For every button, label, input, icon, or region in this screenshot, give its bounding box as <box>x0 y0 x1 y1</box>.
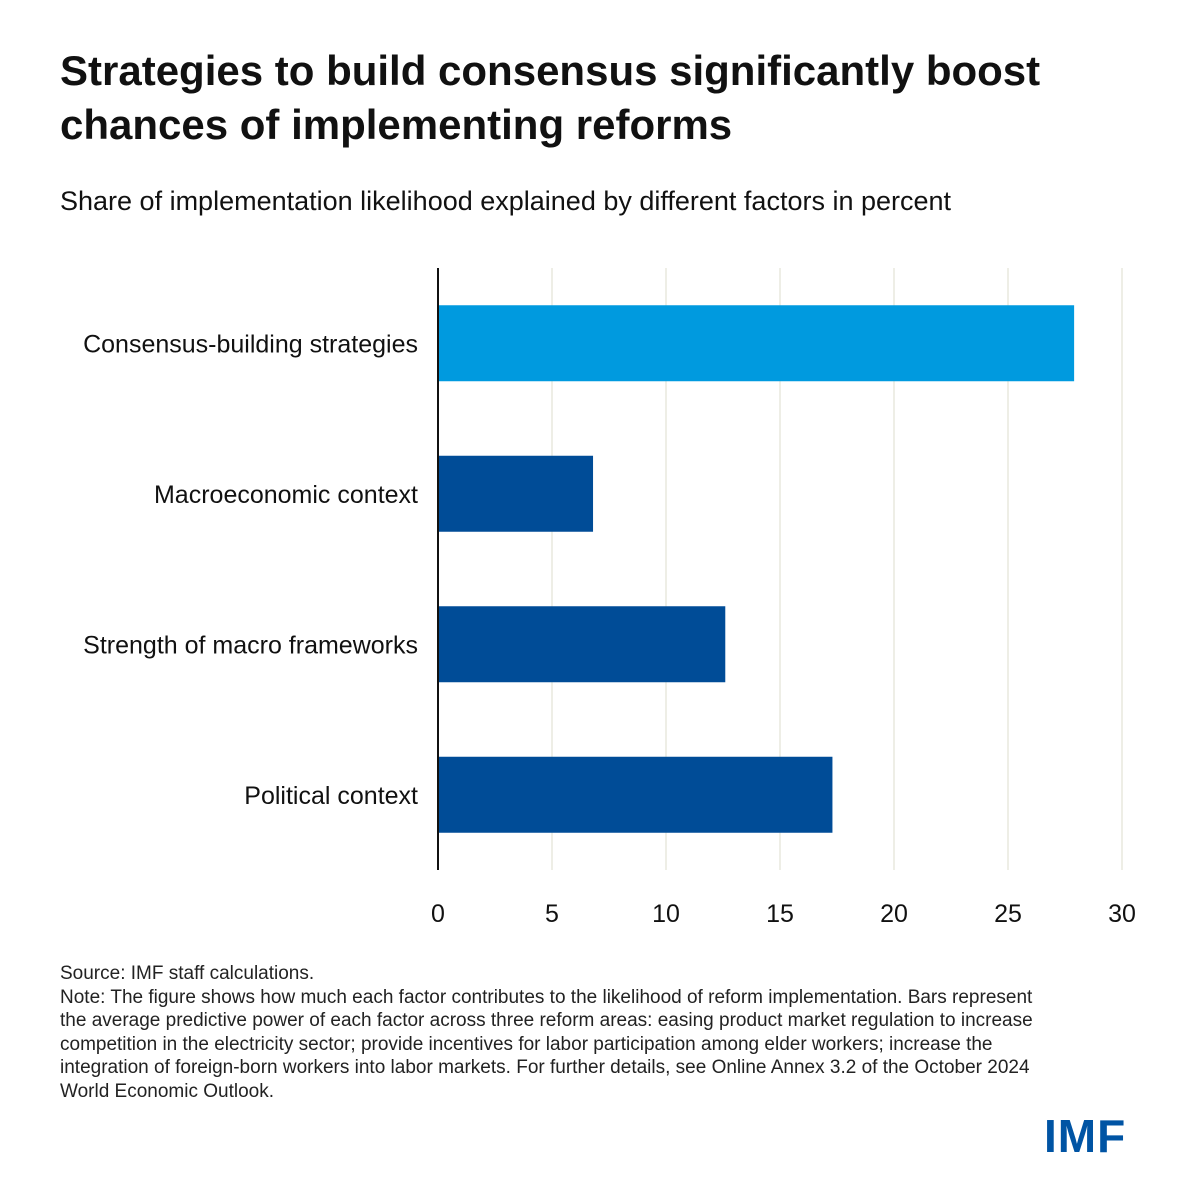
bar <box>438 606 726 683</box>
x-tick-label: 30 <box>1108 900 1136 928</box>
chart-subtitle: Share of implementation likelihood expla… <box>60 186 952 216</box>
x-axis-tick-labels: 0 5 10 15 20 25 30 <box>431 900 1136 928</box>
source-text: Source: IMF staff calculations. <box>60 963 315 984</box>
chart-title: Strategies to build consensus significan… <box>60 47 1041 148</box>
bar <box>438 305 1075 382</box>
x-tick-label: 25 <box>994 900 1022 928</box>
bars <box>438 305 1075 833</box>
category-label: Strength of macro frameworks <box>83 631 418 659</box>
chart-footer: Source: IMF staff calculations. Note: Th… <box>60 962 1050 1103</box>
bar <box>438 455 594 532</box>
x-tick-label: 5 <box>545 900 559 928</box>
bar <box>438 756 833 833</box>
imf-logo: IMF <box>1044 1110 1127 1162</box>
x-tick-label: 10 <box>652 900 680 928</box>
category-label: Consensus-building strategies <box>83 330 418 358</box>
category-label: Political context <box>244 782 418 810</box>
x-tick-label: 15 <box>766 900 794 928</box>
note-text: Note: The figure shows how much each fac… <box>60 986 1033 1102</box>
x-tick-label: 20 <box>880 900 908 928</box>
category-label: Macroeconomic context <box>154 481 418 509</box>
category-labels: Consensus-building strategies Macroeconom… <box>83 330 418 810</box>
x-tick-label: 0 <box>431 900 445 928</box>
